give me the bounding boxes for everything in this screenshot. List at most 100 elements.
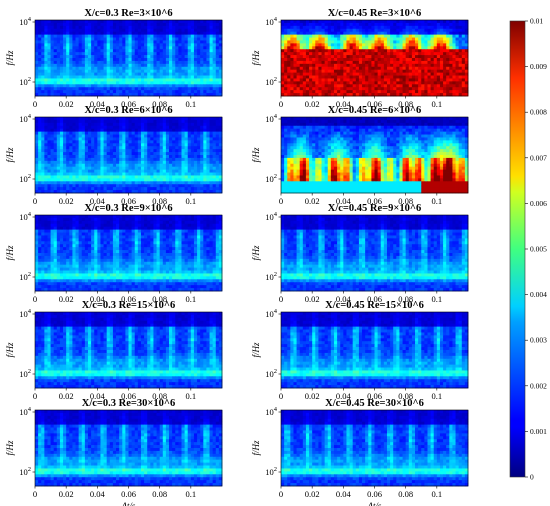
y-axis-label: f/Hz	[251, 50, 261, 66]
heatmap-cell	[81, 55, 86, 59]
heatmap-cell	[358, 20, 363, 24]
heatmap-cell	[175, 43, 179, 47]
heatmap-cell	[443, 31, 447, 36]
heatmap-cell	[175, 184, 179, 188]
heatmap-cell	[461, 66, 466, 71]
heatmap-cell	[455, 66, 460, 71]
heatmap-cell	[212, 69, 217, 74]
heatmap-cell	[318, 43, 322, 47]
heatmap-cell	[218, 72, 223, 76]
heatmap-cell	[362, 93, 366, 97]
heatmap-cell	[215, 58, 220, 62]
heatmap-cell	[299, 40, 304, 44]
heatmap-cell	[343, 46, 347, 50]
heatmap-cell	[153, 146, 157, 150]
heatmap-cell	[340, 84, 344, 88]
heatmap-cell	[330, 69, 335, 74]
heatmap-cell	[56, 25, 61, 30]
heatmap-cell	[41, 140, 45, 144]
heatmap-cell	[75, 160, 80, 165]
heatmap-cell	[200, 178, 204, 182]
heatmap-cell	[131, 190, 136, 194]
heatmap-cell	[358, 58, 363, 62]
heatmap-cell	[343, 40, 347, 44]
heatmap-cell	[290, 78, 294, 82]
heatmap-cell	[374, 75, 379, 79]
heatmap-cell	[312, 40, 316, 44]
heatmap-cell	[355, 25, 360, 30]
heatmap-cell	[162, 28, 167, 33]
heatmap-cell	[368, 28, 372, 33]
heatmap-cell	[112, 140, 117, 144]
heatmap-cell	[172, 28, 176, 33]
heatmap-cell	[184, 119, 189, 124]
heatmap-cell	[187, 69, 192, 74]
heatmap-cell	[411, 25, 416, 30]
heatmap-cell	[100, 93, 104, 97]
heatmap-cell	[411, 20, 416, 24]
heatmap-cell	[421, 66, 425, 71]
heatmap-cell	[296, 119, 301, 124]
heatmap-cell	[187, 84, 192, 88]
heatmap-cell	[399, 90, 403, 94]
heatmap-cell	[78, 34, 83, 38]
heatmap-cell	[408, 63, 413, 68]
heatmap-cell	[131, 175, 136, 179]
heatmap-cell	[159, 40, 164, 44]
heatmap-cell	[396, 93, 400, 97]
heatmap-cell	[212, 117, 217, 121]
heatmap-cell	[137, 169, 142, 173]
heatmap-cell	[327, 37, 332, 41]
heatmap-cell	[169, 52, 173, 56]
heatmap-cell	[103, 172, 108, 176]
heatmap-cell	[131, 187, 136, 191]
heatmap-cell	[122, 63, 126, 68]
heatmap-cell	[81, 175, 86, 179]
heatmap-cell	[215, 37, 220, 41]
heatmap-cell	[128, 163, 133, 168]
heatmap-cell	[165, 122, 170, 127]
heatmap-cell	[97, 131, 101, 135]
heatmap-cell	[181, 20, 185, 24]
heatmap-cell	[84, 184, 89, 188]
heatmap-cell	[94, 140, 98, 144]
heatmap-cell	[393, 81, 397, 85]
heatmap-cell	[147, 187, 151, 191]
heatmap-cell	[312, 78, 316, 82]
heatmap-cell	[461, 52, 466, 56]
heatmap-cell	[97, 175, 101, 179]
heatmap-cell	[309, 34, 313, 38]
heatmap-cell	[330, 81, 335, 85]
heatmap-cell	[87, 152, 92, 156]
heatmap-cell	[44, 22, 48, 27]
heatmap-cell	[69, 152, 73, 156]
heatmap-cell	[178, 43, 182, 47]
heatmap-cell	[178, 37, 182, 41]
heatmap-cell	[302, 60, 307, 65]
heatmap-cell	[346, 122, 350, 127]
heatmap-cell	[464, 58, 469, 62]
heatmap-cell	[399, 58, 403, 62]
heatmap-cell	[355, 34, 360, 38]
heatmap-cell	[358, 60, 363, 65]
heatmap-cell	[178, 181, 182, 185]
heatmap-cell	[299, 93, 304, 97]
heatmap-cell	[84, 78, 89, 82]
heatmap-cell	[165, 28, 170, 33]
heatmap-cell	[424, 117, 428, 121]
heatmap-cell	[200, 25, 204, 30]
heatmap-cell	[162, 78, 167, 82]
heatmap-cell	[144, 131, 148, 135]
heatmap-cell	[327, 58, 332, 62]
heatmap-cell	[150, 155, 154, 159]
heatmap-cell	[153, 172, 157, 176]
heatmap-cell	[439, 69, 444, 74]
heatmap-cell	[165, 40, 170, 44]
heatmap-cell	[346, 93, 350, 97]
heatmap-cell	[66, 128, 70, 133]
heatmap-cell	[153, 58, 157, 62]
heatmap-cell	[137, 90, 142, 94]
heatmap-cell	[349, 125, 354, 130]
heatmap-cell	[137, 117, 142, 121]
heatmap-cell	[137, 25, 142, 30]
